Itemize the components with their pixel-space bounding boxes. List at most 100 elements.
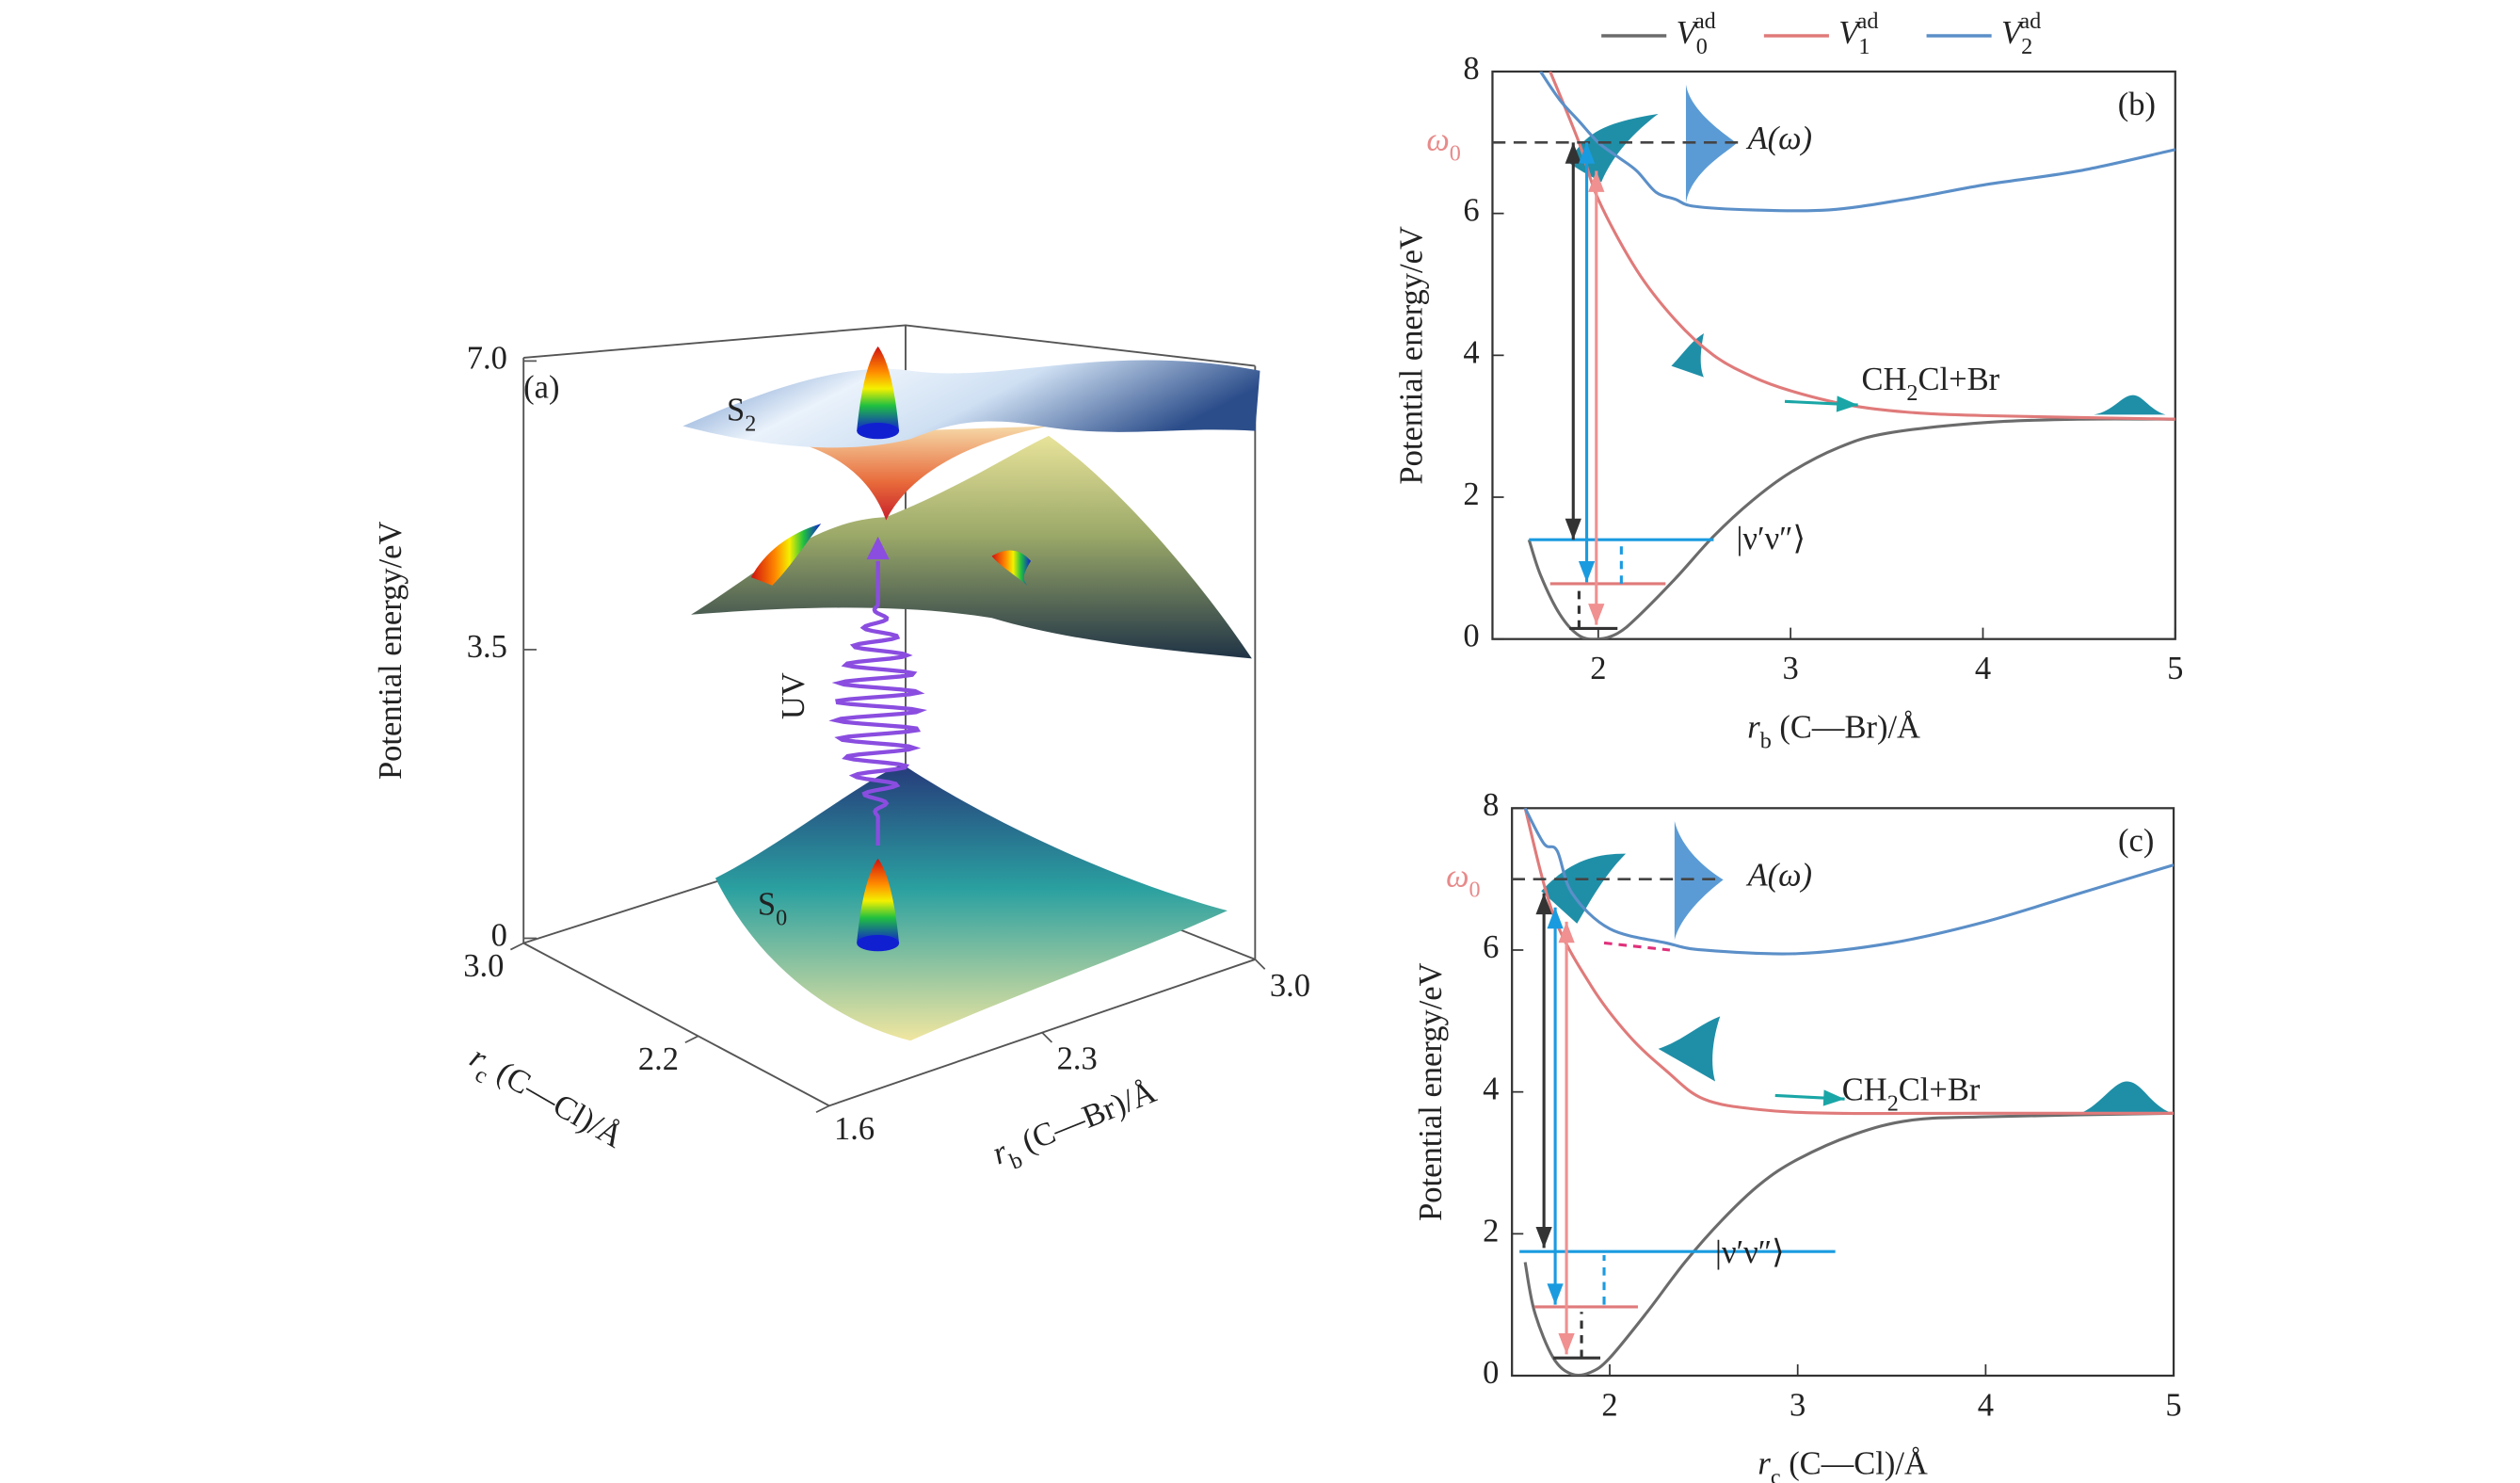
x-tick: [815, 1104, 830, 1114]
label-part: c: [1771, 1465, 1781, 1483]
label-part: (C—Br)/Å: [1009, 1073, 1161, 1163]
x-axis-label: rc (C—Cl)/Å: [459, 1039, 629, 1162]
state-label: |ν′ν″⟩: [1715, 1234, 1785, 1270]
label-part: (C—Cl)/Å: [1781, 1446, 1928, 1482]
label-part: ω: [1446, 859, 1469, 895]
wavepacket: [1568, 113, 1659, 183]
wavepacket-base: [857, 423, 900, 440]
curve: [1523, 1111, 2175, 1377]
legend-label: V1ad: [1838, 8, 1878, 59]
y-tick-label: 2.3: [1057, 1041, 1098, 1077]
label-part: b: [1760, 728, 1772, 753]
label-part: Cl+Br: [1899, 1072, 1981, 1107]
state-label: S0: [758, 887, 787, 931]
y-tick-label: 6: [1483, 929, 1499, 965]
arrowhead: [1822, 1089, 1845, 1106]
y-tick-label: 3.0: [1270, 968, 1310, 1004]
x-tick: [684, 1035, 699, 1044]
wavepacket: [1671, 333, 1704, 378]
uv-pulse: [828, 560, 927, 846]
x-tick-label: 3: [1783, 651, 1799, 686]
y-tick-label: 2: [1463, 476, 1479, 512]
spectrum-label: A(ω): [1746, 857, 1812, 893]
spectrum: [1685, 84, 1737, 203]
panel-label: (a): [523, 369, 559, 405]
x-tick-label: 5: [2165, 1387, 2181, 1423]
arrowhead: [1836, 395, 1858, 412]
x-tick-label: 5: [2167, 651, 2183, 686]
panel-label: (c): [2118, 823, 2154, 859]
curve: [1539, 71, 2175, 213]
wavepacket: [2094, 395, 2166, 415]
y-axis-label: Potential energy/eV: [1413, 962, 1449, 1221]
panel-label: (b): [2118, 87, 2156, 122]
legend-label: V0ad: [1677, 8, 1716, 59]
plot-area: [1523, 808, 2175, 1377]
y-tick-label: 2: [1483, 1213, 1499, 1249]
label-part: ad: [2019, 8, 2041, 34]
arrowhead: [1578, 560, 1596, 583]
curve: [1523, 808, 2175, 956]
x-tick-label: 4: [1978, 1387, 1994, 1423]
label-part: CH: [1861, 362, 1906, 397]
spectrum: [1674, 821, 1724, 941]
label-part: 0: [1450, 140, 1461, 166]
label-part: V: [1838, 15, 1862, 51]
reference-label: ω0: [1446, 859, 1480, 903]
x-tick-label: 1.6: [834, 1111, 875, 1147]
label-part: 2: [1887, 1091, 1899, 1117]
label-part: ad: [1694, 8, 1716, 34]
arrowhead: [1588, 170, 1605, 192]
wavepacket-base: [857, 935, 900, 952]
uv-arrowhead: [866, 536, 890, 560]
products-label: CH2Cl+Br: [1842, 1072, 1981, 1116]
y-axis-label: rb (C—Br)/Å: [987, 1073, 1164, 1180]
arrowhead: [1547, 907, 1564, 929]
label-part: S: [727, 393, 745, 428]
surface-s0: [714, 764, 1228, 1041]
arrowhead: [1535, 1226, 1552, 1249]
panel-a: [522, 324, 1260, 1107]
label-part: ω: [1426, 121, 1449, 157]
label-part: (C—Br)/Å: [1772, 709, 1920, 745]
z-tick-label: 3.5: [467, 629, 507, 665]
x-axis-label: rb (C—Br)/Å: [1747, 709, 1920, 753]
wavepacket: [1658, 1016, 1721, 1082]
arrowhead: [1547, 1283, 1564, 1305]
y-tick-label: 4: [1483, 1072, 1499, 1107]
label-part: 0: [776, 906, 787, 931]
label-part: 2: [745, 411, 756, 437]
reference-label: ω0: [1426, 121, 1460, 166]
label-part: 0: [1696, 34, 1708, 59]
arrowhead: [1578, 142, 1596, 164]
y-tick-label: 4: [1463, 334, 1479, 370]
arrowhead: [1588, 604, 1605, 625]
z-tick-label: 0: [491, 917, 507, 953]
label-part: r: [1758, 1446, 1771, 1482]
x-tick-label: 2: [1590, 651, 1606, 686]
y-tick-label: 0: [1483, 1355, 1499, 1391]
label-part: S: [758, 887, 776, 923]
spectrum-label: A(ω): [1746, 121, 1812, 156]
surface-s2: [682, 360, 1260, 448]
x-tick-label: 4: [1975, 651, 1991, 686]
surface-s1: [691, 435, 1252, 659]
y-axis-label: Potential energy/eV: [1393, 226, 1429, 485]
arrowhead: [1565, 142, 1581, 164]
state-label: |ν′ν″⟩: [1737, 521, 1806, 556]
z-tick-label: 7.0: [467, 340, 507, 376]
label-part: Cl+Br: [1918, 362, 2000, 397]
state-label: S2: [727, 393, 756, 437]
label-part: 0: [1469, 878, 1481, 903]
arrowhead: [1535, 893, 1552, 915]
wavepacket: [1541, 853, 1627, 924]
arrowhead: [1558, 921, 1575, 943]
plot-area: [1527, 71, 2175, 639]
label-part: r: [1747, 709, 1760, 745]
wavepacket: [2078, 1081, 2175, 1114]
y-tick-label: 6: [1463, 193, 1479, 229]
x-tick: [509, 942, 524, 951]
